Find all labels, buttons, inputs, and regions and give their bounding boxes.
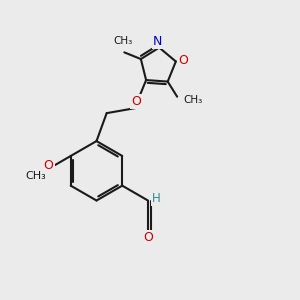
- Text: CH₃: CH₃: [113, 36, 133, 46]
- Text: N: N: [153, 34, 162, 47]
- Text: O: O: [131, 95, 141, 108]
- Text: CH₃: CH₃: [184, 95, 203, 105]
- Text: O: O: [178, 53, 188, 67]
- Text: O: O: [143, 231, 153, 244]
- Text: CH₃: CH₃: [25, 171, 46, 181]
- Text: H: H: [152, 192, 161, 205]
- Text: O: O: [44, 159, 54, 172]
